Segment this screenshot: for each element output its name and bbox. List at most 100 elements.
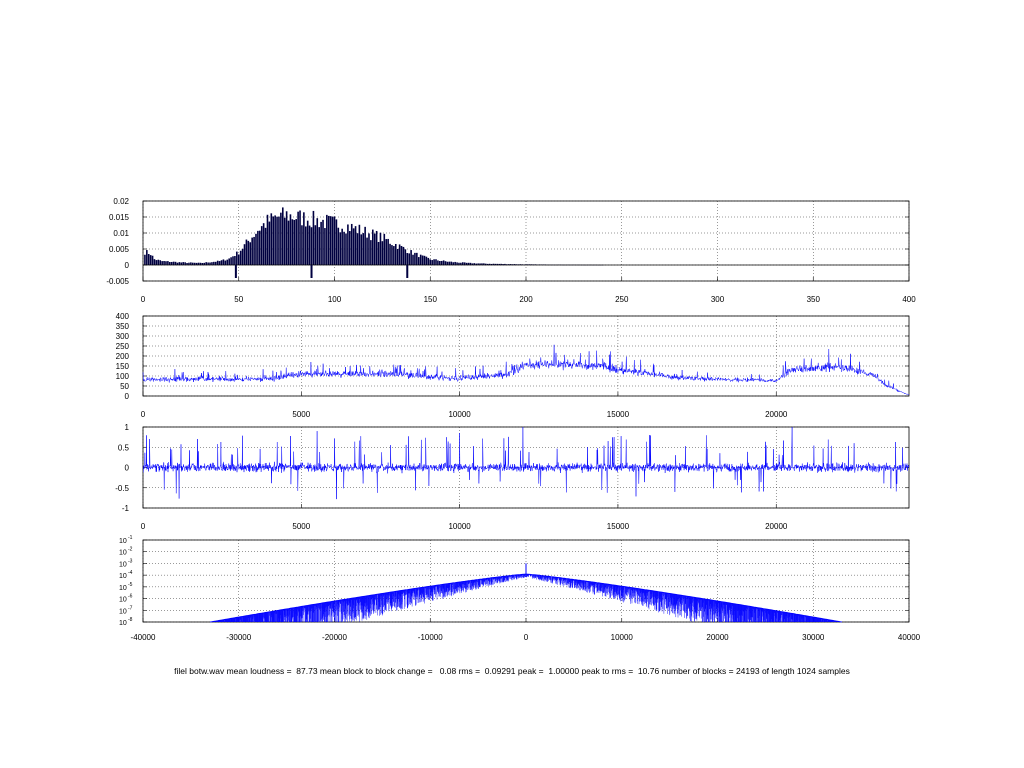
histogram-bar	[243, 244, 246, 265]
histogram-bar	[153, 259, 156, 265]
histogram-bar	[151, 255, 154, 265]
x-tick-label: 5000	[292, 410, 310, 419]
histogram-bar	[264, 227, 267, 265]
histogram-bar	[174, 261, 177, 265]
histogram-bar	[333, 216, 336, 265]
histogram-bar	[146, 250, 148, 265]
histogram-bar	[377, 241, 380, 265]
y-tick-label: 1	[125, 423, 130, 432]
histogram-bar	[306, 220, 309, 265]
histogram-bar	[193, 262, 196, 265]
histogram-bar	[456, 262, 458, 265]
histogram-bar	[337, 227, 340, 265]
histogram-bar	[408, 253, 410, 265]
histogram-bar	[297, 211, 299, 265]
histogram-bar	[285, 211, 288, 265]
x-tick-label: 10000	[448, 410, 471, 419]
histogram-bar	[414, 252, 416, 265]
histogram-bar	[492, 263, 495, 265]
histogram-bar	[253, 236, 255, 265]
histogram-bar	[381, 241, 384, 265]
histogram-bar	[191, 262, 194, 265]
y-tick-label: 150	[116, 362, 130, 371]
histogram-bar	[316, 218, 319, 265]
histogram-bar	[259, 230, 261, 265]
histogram-bar	[272, 216, 275, 265]
histogram-bar	[205, 262, 207, 265]
y-tick-label: 10	[119, 608, 127, 615]
loudness-trace	[142, 344, 910, 396]
histogram-bar	[502, 264, 504, 265]
histogram-bar	[283, 217, 286, 265]
y-tick-label: 350	[116, 322, 130, 331]
y-tick-label: 0.01	[113, 229, 129, 238]
histogram-bar	[417, 257, 420, 265]
histogram-bar	[504, 263, 506, 265]
plot-frame	[142, 426, 910, 509]
y-tick-label: 0.015	[109, 213, 130, 222]
histogram-bar	[178, 262, 181, 265]
histogram-bar	[331, 216, 334, 265]
histogram-bar	[429, 259, 432, 265]
x-tick-label: 20000	[765, 522, 788, 531]
x-tick-label: 20000	[706, 633, 729, 642]
histogram-bar	[220, 260, 223, 265]
histogram-bar	[471, 263, 474, 265]
histogram-bar	[155, 260, 158, 265]
x-tick-label: 15000	[607, 522, 630, 531]
histogram-bar	[452, 262, 455, 265]
histogram-bar	[366, 237, 368, 265]
histogram-bar	[448, 261, 451, 265]
x-tick-label: 0	[141, 522, 146, 531]
histogram-bar	[507, 264, 510, 265]
histogram-bar	[232, 256, 234, 265]
x-tick-label: 0	[524, 633, 529, 642]
histogram-bar	[477, 263, 479, 265]
histogram-bar	[268, 221, 271, 265]
x-tick-label: 250	[615, 295, 629, 304]
histogram-bar	[218, 261, 221, 265]
histogram-bar	[473, 263, 476, 265]
histogram-bar	[440, 260, 443, 265]
histogram-bar	[276, 216, 278, 265]
y-tick-label: 400	[116, 312, 130, 321]
histogram-bar	[467, 262, 470, 265]
histogram-bar	[358, 224, 361, 265]
panel-autocorrelation-log: -40000 -30000 -20000 -10000 0 10000 20000 30000…	[119, 535, 921, 642]
y-tick-label: 10	[119, 620, 127, 627]
histogram-bar	[400, 245, 403, 265]
histogram-bar	[396, 248, 399, 265]
x-tick-label: 20000	[765, 410, 788, 419]
histogram-bar	[197, 262, 200, 265]
y-tick-exponent: -1	[128, 535, 133, 541]
y-tick-label: -0.5	[115, 484, 129, 493]
y-tick-label: -1	[122, 504, 130, 513]
histogram-bar	[310, 227, 313, 265]
histogram-bar	[469, 262, 472, 265]
histogram-bar	[222, 259, 225, 265]
histogram-bar	[435, 259, 437, 265]
histogram-bar	[224, 260, 227, 265]
histogram-bar	[329, 216, 332, 265]
histogram-bar	[184, 262, 186, 265]
histogram-bar	[211, 262, 213, 265]
histogram-bar	[393, 246, 395, 265]
histogram-bar	[372, 229, 374, 265]
histogram-bar	[260, 226, 263, 265]
histogram-bar	[483, 263, 485, 265]
histogram-bar	[404, 249, 407, 265]
histogram-bar	[335, 219, 338, 265]
histogram-bar	[274, 215, 276, 265]
histogram-bar	[312, 210, 315, 265]
histogram-bar	[339, 232, 342, 265]
histogram-bar	[475, 263, 478, 265]
histogram-bar	[427, 257, 430, 265]
histogram-bar	[163, 261, 165, 265]
histogram-bar	[281, 207, 284, 265]
histogram-bar	[460, 262, 462, 265]
histogram-bar	[484, 263, 487, 265]
histogram-bar	[391, 245, 393, 265]
x-tick-label: -30000	[226, 633, 251, 642]
y-tick-label: 10	[119, 597, 127, 604]
histogram-bar	[373, 233, 376, 265]
